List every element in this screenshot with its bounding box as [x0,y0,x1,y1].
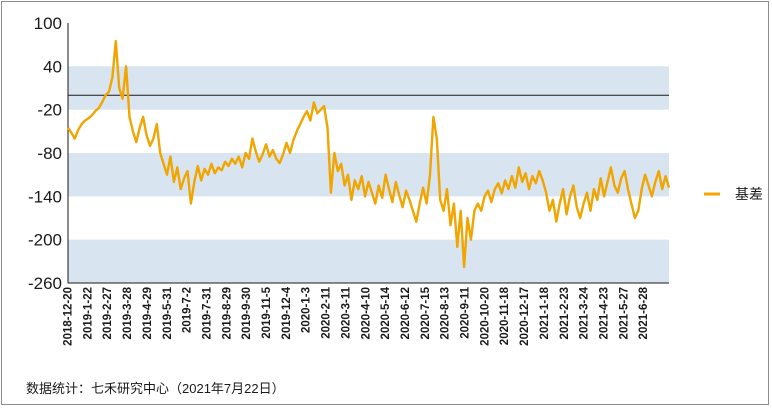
x-tick-label: 2021-5-27 [618,287,630,339]
x-tick-label: 2019-7-2 [182,287,194,333]
x-tick-label: 2021-6-28 [638,286,650,339]
x-tick-label: 2020-12-17 [519,287,531,346]
legend-label: 基差 [735,186,763,202]
x-tick-label: 2021-2-23 [559,287,571,339]
y-tick-label: -260 [28,274,62,293]
y-tick-labels: 100 40 -20 -80 -140 -200 -260 [28,14,62,293]
y-tick-label: 100 [34,14,62,33]
y-tick-label: -80 [37,144,62,163]
x-tick-label: 2019-9-30 [241,287,253,339]
x-tick-label: 2019-5-31 [162,286,174,339]
x-tick-label: 2020-8-13 [440,287,452,339]
series-line-basis [67,39,671,269]
x-tick-label: 2021-4-23 [598,287,610,339]
x-tick-label: 2019-4-29 [142,287,154,339]
x-tick-label: 2019-1-22 [82,287,94,339]
y-tick-label: -140 [28,187,62,206]
x-tick-label: 2020-1-3 [301,287,313,333]
x-tick-label: 2019-12-4 [281,286,293,339]
x-tick-label: 2020-2-11 [321,286,333,338]
plot-band-0 [68,66,669,110]
x-tick-label: 2020-9-11 [460,286,472,338]
x-tick-label: 2019-3-28 [122,286,134,339]
plot-band-1 [68,153,669,197]
plot-band-2 [68,239,669,283]
x-tick-label: 2021-3-24 [579,286,591,339]
legend: 基差 [704,186,763,202]
y-tick-label: -20 [37,101,62,120]
x-tick-label: 2020-5-14 [380,286,392,339]
x-tick-labels: 2018-12-20 2019-1-22 2019-2-27 2019-3-28 201… [63,286,651,345]
y-tick-label: 40 [43,57,62,76]
x-tick-label: 2020-3-11 [340,286,352,338]
x-tick-label: 2018-12-20 [63,287,75,346]
plot-bands [68,66,669,283]
x-tick-label: 2020-7-15 [420,286,432,339]
x-tick-label: 2020-11-18 [499,286,511,345]
y-tick-label: -200 [28,231,62,250]
x-tick-label: 2020-10-20 [479,287,491,346]
x-tick-label: 2020-6-12 [400,287,412,339]
source-note: 数据统计：七禾研究中心（2021年7月22日） [26,381,285,396]
x-tick-label: 2021-1-18 [539,286,551,339]
x-tick-label: 2019-11-5 [261,286,273,338]
x-tick-label: 2020-4-10 [360,287,372,339]
x-tick-label: 2019-2-27 [102,287,114,339]
x-tick-label: 2019-7-31 [201,286,213,339]
x-tick-label: 2019-8-29 [221,287,233,339]
